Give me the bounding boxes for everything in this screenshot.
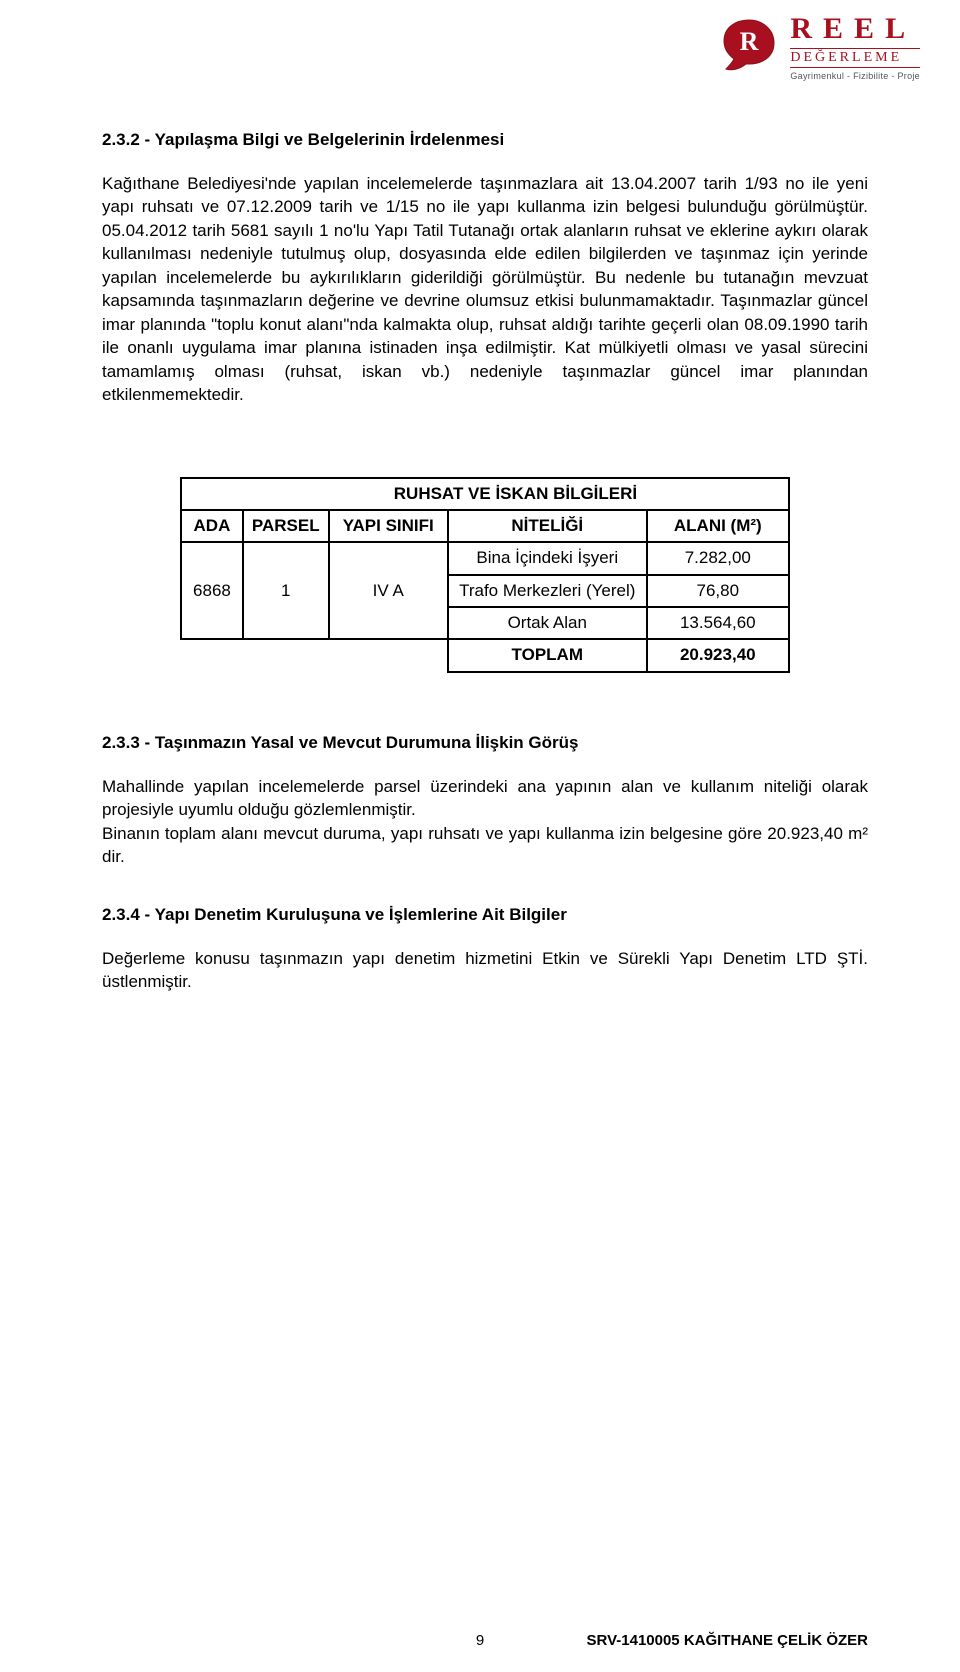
cell-yapi-sinifi: IV A: [329, 542, 448, 639]
cell-nitelik: Trafo Merkezleri (Yerel): [448, 575, 647, 607]
col-yapi-sinifi: YAPI SINIFI: [329, 510, 448, 542]
section-234: 2.3.4 - Yapı Denetim Kuruluşuna ve İşlem…: [102, 905, 868, 994]
cell-alan: 76,80: [647, 575, 789, 607]
page-number: 9: [476, 1632, 484, 1649]
page-content: 2.3.2 - Yapılaşma Bilgi ve Belgelerinin …: [102, 130, 868, 994]
section-232-body: Kağıthane Belediyesi'nde yapılan incelem…: [102, 172, 868, 407]
logo-letter: E: [823, 14, 844, 44]
table-title-row: RUHSAT VE İSKAN BİLGİLERİ: [181, 478, 789, 510]
section-234-heading: 2.3.4 - Yapı Denetim Kuruluşuna ve İşlem…: [102, 905, 868, 925]
logo-text-block: R E E L DEĞERLEME Gayrimenkul - Fizibili…: [790, 14, 920, 81]
cell-nitelik: Bina İçindeki İşyeri: [448, 542, 647, 574]
logo-tagline: Gayrimenkul - Fizibilite - Proje: [790, 72, 920, 81]
cell-nitelik: Ortak Alan: [448, 607, 647, 639]
section-232: 2.3.2 - Yapılaşma Bilgi ve Belgelerinin …: [102, 130, 868, 407]
cell-alan: 13.564,60: [647, 607, 789, 639]
table-total-row: TOPLAM 20.923,40: [181, 639, 789, 671]
col-parsel: PARSEL: [243, 510, 329, 542]
permit-table-wrap: RUHSAT VE İSKAN BİLGİLERİ ADA PARSEL YAP…: [180, 477, 790, 673]
logo-subtitle: DEĞERLEME: [790, 48, 920, 68]
cell-parsel: 1: [243, 542, 329, 639]
cell-ada: 6868: [181, 542, 243, 639]
section-233: 2.3.3 - Taşınmazın Yasal ve Mevcut Durum…: [102, 733, 868, 869]
table-header-row: ADA PARSEL YAPI SINIFI NİTELİĞİ ALANI (M…: [181, 510, 789, 542]
section-232-heading: 2.3.2 - Yapılaşma Bilgi ve Belgelerinin …: [102, 130, 868, 150]
section-233-p2: Binanın toplam alanı mevcut duruma, yapı…: [102, 822, 868, 869]
section-233-p1: Mahallinde yapılan incelemelerde parsel …: [102, 775, 868, 822]
seal-icon: R: [718, 17, 780, 79]
logo-letter: E: [854, 14, 875, 44]
table-row: 6868 1 IV A Bina İçindeki İşyeri 7.282,0…: [181, 542, 789, 574]
permit-table: RUHSAT VE İSKAN BİLGİLERİ ADA PARSEL YAP…: [180, 477, 790, 673]
col-alan: ALANI (M²): [647, 510, 789, 542]
cell-alan: 7.282,00: [647, 542, 789, 574]
table-title: RUHSAT VE İSKAN BİLGİLERİ: [243, 478, 789, 510]
total-value: 20.923,40: [647, 639, 789, 671]
logo-letter: R: [790, 14, 813, 44]
section-233-heading: 2.3.3 - Taşınmazın Yasal ve Mevcut Durum…: [102, 733, 868, 753]
total-label: TOPLAM: [448, 639, 647, 671]
footer-reference: SRV-1410005 KAĞITHANE ÇELİK ÖZER: [587, 1632, 868, 1649]
section-234-body: Değerleme konusu taşınmazın yapı denetim…: [102, 947, 868, 994]
col-ada: ADA: [181, 510, 243, 542]
seal-letter: R: [740, 27, 759, 56]
title-spacer: [181, 478, 243, 510]
col-nitelik: NİTELİĞİ: [448, 510, 647, 542]
logo-letter: L: [885, 14, 906, 44]
brand-logo: R R E E L DEĞERLEME Gayrimenkul - Fizibi…: [718, 14, 920, 81]
logo-letters: R E E L: [790, 14, 920, 44]
